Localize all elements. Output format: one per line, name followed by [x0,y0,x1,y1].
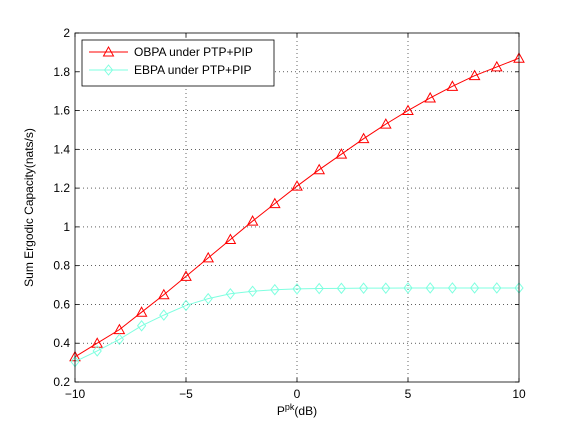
data-point-1 [447,282,458,294]
legend-marker-obpa [102,45,115,57]
x-tick-label: 5 [405,387,412,401]
x-axis-label-main: P [277,404,285,418]
plot-background [75,33,519,382]
data-point-0 [357,132,370,144]
x-axis-label-tail: (dB) [294,404,317,418]
data-point-1 [136,319,147,332]
data-point-1 [381,282,391,294]
ticks: −10 −5 0 5 10 0.2 0.4 0.6 0.8 1 1.2 1.4 1.6 1.8 2 [53,26,526,401]
y-axis-label: Sum Ergodic Capacity(nats/s) [22,128,36,287]
data-point-0 [91,337,104,348]
data-point-1 [247,285,258,298]
y-tick-label: 1 [63,220,70,234]
data-point-1 [336,282,347,295]
data-point-1 [114,333,125,346]
data-point-1 [181,299,191,312]
y-tick-label: 1.2 [53,181,70,195]
data-point-0 [402,104,414,116]
series-line-0 [74,57,520,358]
data-point-0 [490,60,503,72]
data-point-0 [180,270,192,281]
y-tick-label: 1.4 [53,142,70,156]
x-tick-label: 10 [512,387,526,401]
data-point-1 [159,309,169,321]
data-point-1 [425,282,435,294]
data-point-1 [492,282,502,294]
data-point-0 [291,180,303,191]
data-point-1 [292,283,302,295]
data-point-1 [403,282,413,294]
data-point-1 [92,345,102,357]
data-point-0 [424,91,437,103]
data-point-0 [246,215,259,226]
legend: OBPA under PTP+PIP EBPA under PTP+PIP [81,39,275,87]
data-point-0 [446,80,459,91]
y-tick-label: 2 [63,26,70,40]
data-point-0 [268,197,281,209]
legend-label-obpa: OBPA under PTP+PIP [134,45,253,59]
x-tick-label: −5 [179,387,193,401]
data-point-1 [358,282,369,294]
data-point-0 [157,288,170,300]
data-point-1 [270,283,280,296]
x-tick-label: −10 [65,387,86,401]
x-axis-label-sup: pk [285,402,295,412]
data-point-0 [224,233,237,244]
data-point-1 [469,282,480,294]
legend-label-ebpa: EBPA under PTP+PIP [134,63,252,77]
series-line-1 [74,287,519,363]
y-tick-label: 0.6 [53,297,70,311]
data-point-1 [203,292,213,305]
data-point-0 [379,118,392,129]
data-point-0 [335,148,348,159]
data-point-0 [135,306,148,317]
y-tick-label: 0.4 [53,336,70,350]
x-tick-label: 0 [294,387,301,401]
data-point-0 [313,163,326,175]
y-tick-label: 0.8 [53,259,70,273]
data-point-0 [468,69,481,81]
data-point-0 [202,251,215,263]
y-tick-label: 1.6 [53,104,70,118]
x-axis-label: Ppk(dB) [277,402,317,418]
data-point-1 [225,287,236,300]
y-tick-label: 1.8 [53,65,70,79]
legend-box [81,39,275,87]
legend-marker-ebpa [103,64,114,76]
data-point-1 [314,282,324,295]
y-tick-label: 0.2 [53,375,70,389]
series-layer [69,52,525,368]
